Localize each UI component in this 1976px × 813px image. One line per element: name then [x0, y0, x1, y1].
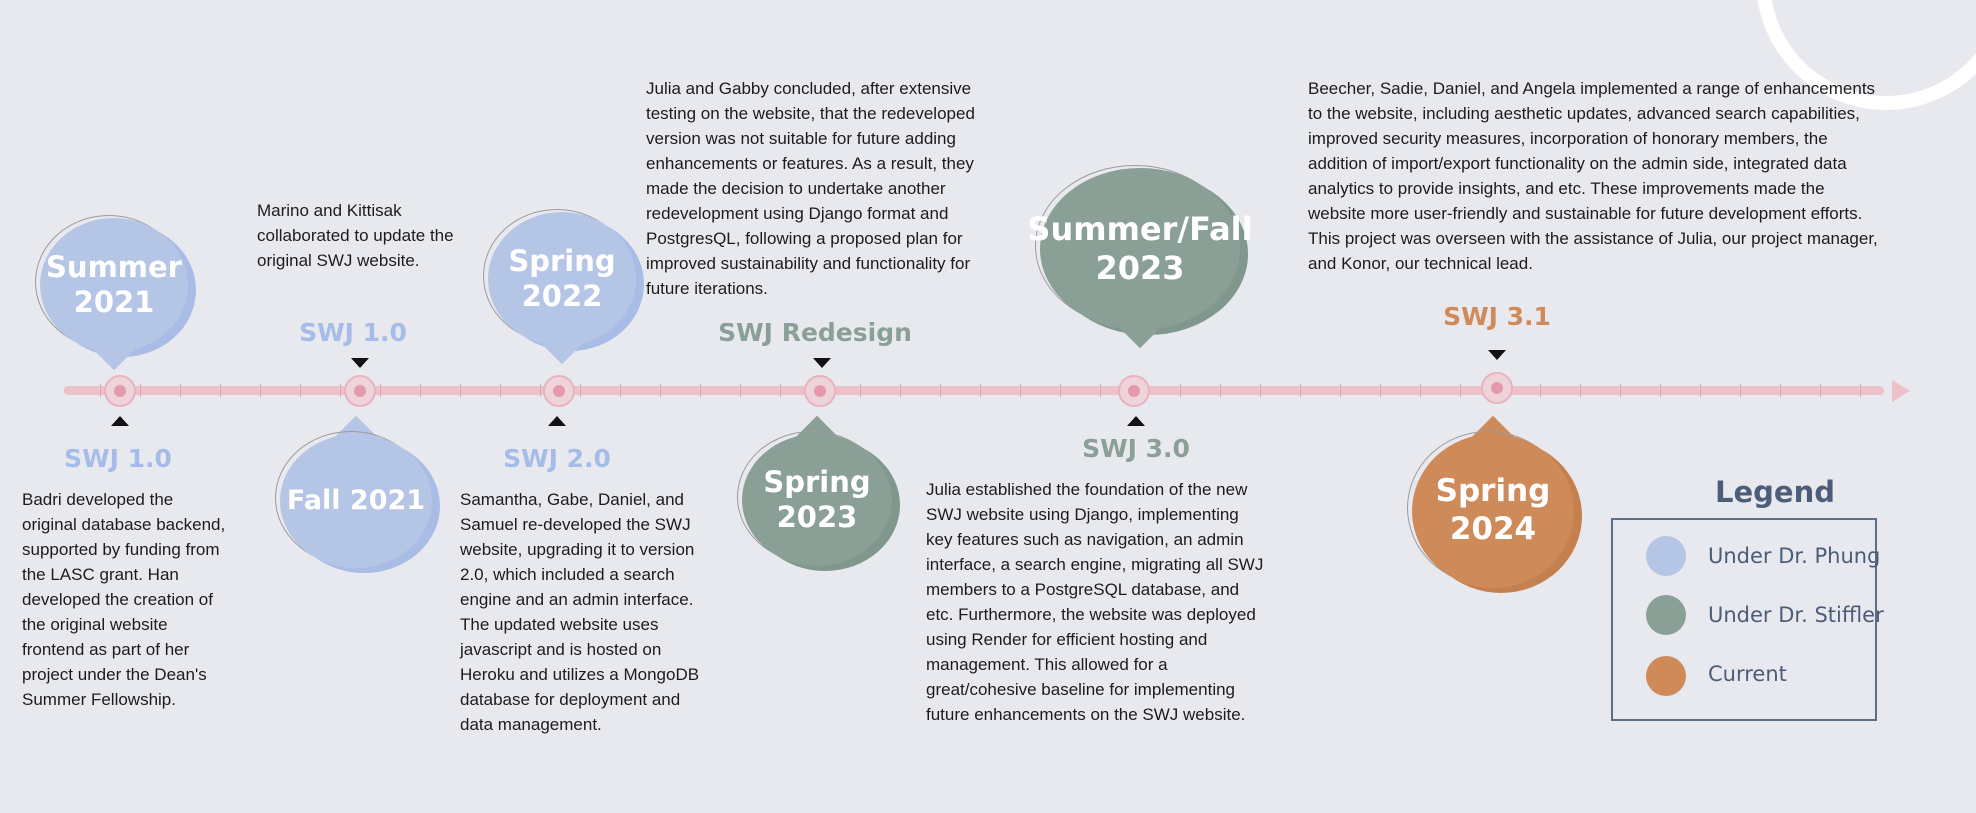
timeline-node-fall-2021: [344, 375, 376, 407]
pointer-up-summer-2021: [111, 416, 129, 426]
legend-label-under-phung: Under Dr. Phung: [1708, 544, 1881, 568]
timeline-tick: [1780, 384, 1781, 397]
version-label-swj-1-0-b: SWJ 1.0: [299, 318, 407, 347]
pointer-down-fall-2021: [351, 358, 369, 368]
legend-swatch-under-stiffler: [1646, 595, 1686, 635]
period-bubble-summer-2021: Summer 2021: [35, 215, 196, 371]
version-label-swj-1-0-a: SWJ 1.0: [64, 444, 172, 473]
timeline-tick: [300, 384, 301, 397]
version-label-swj-3-0: SWJ 3.0: [1082, 434, 1190, 463]
version-label-swj-3-1: SWJ 3.1: [1443, 302, 1551, 331]
description-spring-2022: Samantha, Gabe, Daniel, and Samuel re-de…: [460, 487, 730, 737]
timeline-tick: [940, 384, 941, 397]
legend-box: [1611, 518, 1877, 721]
timeline-arrowhead: [1892, 380, 1910, 402]
timeline-tick: [1260, 384, 1261, 397]
pointer-up-spring-2022: [548, 416, 566, 426]
timeline-tick: [460, 384, 461, 397]
timeline-tick: [1180, 384, 1181, 397]
timeline-tick: [420, 384, 421, 397]
description-spring-2023: Julia and Gabby concluded, after extensi…: [646, 76, 1016, 301]
timeline-tick: [660, 384, 661, 397]
period-bubble-summer-fall-2023: Summer/Fall 2023: [1027, 165, 1253, 349]
period-bubble-spring-2024: Spring 2024: [1407, 415, 1582, 593]
timeline-tick: [1220, 384, 1221, 397]
period-label: Summer 2021: [46, 249, 182, 319]
timeline-tick: [1340, 384, 1341, 397]
timeline-tick: [500, 384, 501, 397]
timeline-tick: [1300, 384, 1301, 397]
timeline-node-summer-2021: [104, 375, 136, 407]
period-bubble-fall-2021: Fall 2021: [275, 415, 440, 573]
period-label: Spring 2023: [763, 464, 871, 534]
timeline-tick: [860, 384, 861, 397]
description-fall-2021: Marino and Kittisak collaborated to upda…: [257, 198, 487, 273]
timeline-tick: [1860, 384, 1861, 397]
legend-swatch-current: [1646, 656, 1686, 696]
timeline-tick: [700, 384, 701, 397]
timeline-tick: [900, 384, 901, 397]
description-summer-2021: Badri developed the original database ba…: [22, 487, 252, 712]
legend-title: Legend: [1715, 475, 1835, 509]
description-spring-2024: Beecher, Sadie, Daniel, and Angela imple…: [1308, 76, 1928, 276]
timeline-tick: [1620, 384, 1621, 397]
legend-label-current: Current: [1708, 662, 1787, 686]
description-text: Marino and Kittisak collaborated to upda…: [257, 201, 454, 270]
description-text: Julia and Gabby concluded, after extensi…: [646, 79, 975, 298]
timeline-tick: [1060, 384, 1061, 397]
timeline-tick: [1700, 384, 1701, 397]
period-label: Fall 2021: [286, 484, 426, 516]
timeline-tick: [580, 384, 581, 397]
timeline-tick: [1460, 384, 1461, 397]
period-bubble-spring-2023: Spring 2023: [737, 415, 900, 571]
pointer-down-spring-2023: [813, 358, 831, 368]
description-text: Samantha, Gabe, Daniel, and Samuel re-de…: [460, 490, 700, 734]
timeline-tick: [380, 384, 381, 397]
description-text: Beecher, Sadie, Daniel, and Angela imple…: [1308, 79, 1878, 273]
timeline-tick: [620, 384, 621, 397]
timeline-tick: [1380, 384, 1381, 397]
timeline-axis: [64, 386, 1884, 395]
timeline-tick: [1420, 384, 1421, 397]
period-bubble-spring-2022: Spring 2022: [483, 209, 644, 365]
timeline-tick: [100, 384, 101, 397]
timeline-tick: [740, 384, 741, 397]
timeline-tick: [340, 384, 341, 397]
description-text: Julia established the foundation of the …: [926, 480, 1264, 724]
timeline-tick: [220, 384, 221, 397]
legend-label-under-stiffler: Under Dr. Stiffler: [1708, 603, 1884, 627]
timeline-tick: [1580, 384, 1581, 397]
period-label: Summer/Fall 2023: [1027, 209, 1253, 287]
timeline-node-summer-fall-2023: [1118, 375, 1150, 407]
timeline-tick: [260, 384, 261, 397]
timeline-tick: [1660, 384, 1661, 397]
period-label: Spring 2024: [1435, 473, 1551, 547]
pointer-down-spring-2024: [1488, 350, 1506, 360]
timeline-node-spring-2023: [804, 375, 836, 407]
description-summer-fall-2023: Julia established the foundation of the …: [926, 477, 1296, 727]
timeline-tick: [1820, 384, 1821, 397]
legend-swatch-under-phung: [1646, 536, 1686, 576]
period-label: Spring 2022: [508, 243, 616, 313]
timeline-tick: [780, 384, 781, 397]
timeline-tick: [1020, 384, 1021, 397]
timeline-node-spring-2024: [1481, 372, 1513, 404]
version-label-swj-2-0: SWJ 2.0: [503, 444, 611, 473]
version-label-swj-redesign: SWJ Redesign: [718, 318, 912, 347]
pointer-up-summer-fall-2023: [1127, 416, 1145, 426]
timeline-tick: [980, 384, 981, 397]
timeline-tick: [140, 384, 141, 397]
timeline-tick: [1740, 384, 1741, 397]
timeline-node-spring-2022: [543, 375, 575, 407]
timeline-tick: [1540, 384, 1541, 397]
timeline-tick: [540, 384, 541, 397]
timeline-tick: [1100, 384, 1101, 397]
description-text: Badri developed the original database ba…: [22, 490, 226, 709]
timeline-tick: [180, 384, 181, 397]
